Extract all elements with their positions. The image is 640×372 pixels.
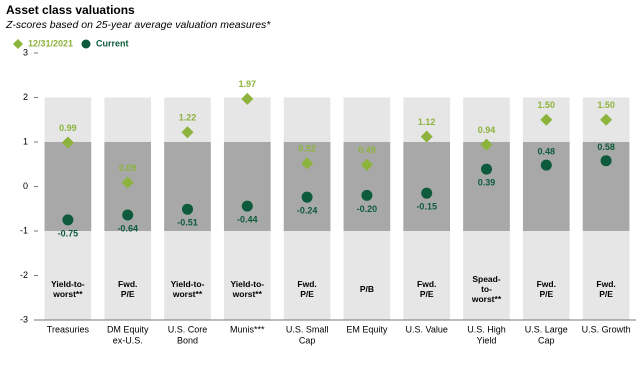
- value-label: -0.20: [357, 204, 378, 214]
- value-label: 0.94: [478, 125, 496, 135]
- measure-label: Fwd.: [297, 279, 316, 289]
- marker-circle: [301, 191, 313, 203]
- marker-diamond: [540, 113, 553, 126]
- x-tick-label: ex-U.S.: [113, 335, 143, 345]
- measure-label: to-: [481, 284, 492, 294]
- x-tick-label: U.S. Large: [525, 324, 568, 334]
- legend-label: Current: [96, 38, 129, 48]
- measure-label: Yield-to-: [171, 279, 205, 289]
- value-label: 0.39: [478, 178, 496, 188]
- value-label: 1.22: [179, 113, 197, 123]
- x-tick-label: Yield: [477, 335, 497, 345]
- y-tick-label: 0: [23, 181, 28, 191]
- chart-title: Asset class valuations: [6, 3, 135, 17]
- marker-circle: [182, 203, 193, 215]
- column-core: [343, 142, 391, 231]
- value-label: -0.15: [416, 202, 437, 212]
- marker-circle: [241, 200, 253, 212]
- x-tick-label: U.S. Value: [406, 324, 448, 334]
- value-label: -0.24: [297, 206, 318, 216]
- marker-circle: [481, 163, 492, 175]
- value-label: 1.50: [538, 100, 556, 110]
- x-tick-label: U.S. Growth: [582, 324, 631, 334]
- value-label: 1.12: [418, 117, 436, 127]
- x-tick-label: Munis***: [230, 324, 265, 334]
- marker-diamond: [61, 136, 74, 149]
- measure-label: P/B: [360, 284, 374, 294]
- y-tick-label: 3: [23, 47, 28, 57]
- value-label: 0.48: [538, 147, 556, 157]
- column-core: [283, 142, 331, 231]
- x-tick-label: EM Equity: [346, 324, 388, 334]
- marker-circle: [540, 159, 552, 171]
- value-label: -0.44: [237, 214, 258, 224]
- measure-label: worst**: [172, 289, 203, 299]
- measure-label: worst**: [471, 294, 502, 304]
- measure-label: P/E: [420, 289, 434, 299]
- marker-circle: [122, 209, 134, 221]
- x-tick-label: Treasuries: [47, 324, 90, 334]
- y-tick-label: -1: [20, 225, 28, 235]
- measure-label: P/E: [539, 289, 553, 299]
- x-tick-label: U.S. Small: [286, 324, 329, 334]
- measure-label: Yield-to-: [51, 279, 85, 289]
- column-core: [223, 142, 271, 231]
- value-label: -0.51: [177, 218, 198, 228]
- value-label: 1.50: [597, 100, 615, 110]
- marker-diamond: [420, 130, 433, 143]
- marker-circle: [361, 189, 373, 201]
- measure-label: P/E: [121, 289, 135, 299]
- value-label: -0.75: [58, 228, 79, 238]
- marker-circle: [600, 155, 612, 167]
- x-tick-label: Cap: [299, 335, 316, 345]
- measure-label: worst**: [52, 289, 83, 299]
- measure-label: Spead-: [472, 274, 501, 284]
- marker-diamond: [181, 126, 194, 139]
- y-tick-label: -3: [20, 314, 28, 324]
- marker-diamond: [241, 92, 254, 105]
- measure-label: Fwd.: [596, 279, 615, 289]
- marker-diamond: [360, 158, 373, 171]
- column-core: [164, 142, 211, 231]
- marker-circle: [421, 187, 433, 199]
- chart-subtitle: Z-scores based on 25-year average valuat…: [5, 19, 271, 31]
- value-label: -0.64: [117, 223, 138, 233]
- x-tick-label: U.S. Core: [168, 324, 208, 334]
- legend-marker: [81, 39, 91, 49]
- value-label: 0.99: [59, 123, 77, 133]
- x-tick-label: Cap: [538, 335, 555, 345]
- measure-label: P/E: [599, 289, 613, 299]
- y-tick-label: -2: [20, 270, 28, 280]
- x-tick-label: U.S. High: [467, 324, 506, 334]
- value-label: 0.09: [119, 163, 137, 173]
- y-tick-label: 2: [23, 92, 28, 102]
- x-tick-label: Bond: [177, 335, 198, 345]
- value-label: 0.49: [358, 145, 376, 155]
- measure-label: Yield-to-: [230, 279, 264, 289]
- measure-label: Fwd.: [118, 279, 137, 289]
- column-core: [463, 142, 510, 231]
- marker-diamond: [301, 157, 314, 170]
- column-core: [522, 142, 570, 231]
- measure-label: Fwd.: [417, 279, 436, 289]
- column-core: [403, 142, 451, 231]
- y-tick-label: 1: [23, 136, 28, 146]
- marker-circle: [62, 214, 74, 226]
- marker-diamond: [600, 113, 613, 126]
- legend-marker: [13, 39, 23, 49]
- value-label: 0.52: [298, 144, 316, 154]
- value-label: 1.97: [239, 79, 257, 89]
- value-label: 0.58: [597, 142, 615, 152]
- legend-label: 12/31/2021: [28, 38, 73, 48]
- x-tick-label: DM Equity: [107, 324, 149, 334]
- measure-label: worst**: [232, 289, 263, 299]
- marker-diamond: [480, 138, 493, 151]
- measure-label: Fwd.: [537, 279, 556, 289]
- marker-diamond: [121, 176, 134, 189]
- measure-label: P/E: [300, 289, 314, 299]
